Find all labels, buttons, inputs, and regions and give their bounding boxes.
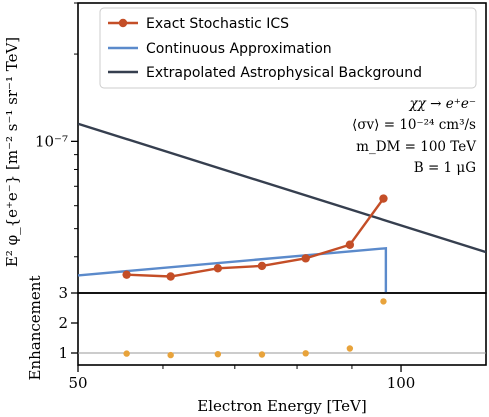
ratio-panel: 1 2 3 50 100 Enhancement Electron Energy [T… <box>26 276 486 415</box>
annotation-cross-section: ⟨σv⟩ = 10⁻²⁴ cm³/s <box>352 117 476 133</box>
annotation-block: χχ → e⁺e⁻ ⟨σv⟩ = 10⁻²⁴ cm³/s m_DM = 100 … <box>352 96 476 176</box>
ratio-y-tick-label: 1 <box>58 344 68 362</box>
ratio-y-tick-label: 2 <box>58 314 68 332</box>
data-point-exact <box>346 241 354 249</box>
x-tick-label: 50 <box>68 374 87 392</box>
ratio-series-group <box>78 298 486 358</box>
main-y-ticks: 10⁻⁷ <box>35 3 78 293</box>
annotation-field: B = 1 μG <box>414 160 476 176</box>
data-point-enhancement <box>123 350 129 356</box>
data-point-exact <box>302 254 310 262</box>
data-point-enhancement <box>347 345 353 351</box>
legend: Exact Stochastic ICS Continuous Approxim… <box>100 8 476 88</box>
data-point-enhancement <box>167 352 173 358</box>
ratio-y-tick-label: 3 <box>58 284 68 302</box>
data-point-exact <box>258 262 266 270</box>
x-ticks: 50 100 <box>68 365 415 392</box>
data-point-enhancement <box>259 351 265 357</box>
data-point-exact <box>166 272 174 280</box>
annotation-mass: m_DM = 100 TeV <box>356 139 476 155</box>
data-point-exact <box>214 264 222 272</box>
data-point-exact <box>122 270 130 278</box>
x-tick-label: 100 <box>387 374 416 392</box>
legend-label-exact: Exact Stochastic ICS <box>146 16 289 32</box>
legend-label-background: Extrapolated Astrophysical Background <box>146 65 422 81</box>
data-point-enhancement <box>215 351 221 357</box>
annotation-process: χχ → e⁺e⁻ <box>409 96 477 112</box>
ratio-y-ticks: 1 2 3 <box>58 284 78 362</box>
series-line-continuous <box>78 248 386 293</box>
ratio-panel-frame <box>78 293 486 365</box>
ratio-ylabel: Enhancement <box>26 276 44 381</box>
y-tick-label: 10⁻⁷ <box>35 132 68 150</box>
legend-marker-exact <box>119 19 127 27</box>
legend-label-continuous: Continuous Approximation <box>146 41 332 57</box>
data-point-exact <box>379 194 387 202</box>
data-point-enhancement <box>303 350 309 356</box>
data-point-enhancement <box>380 298 386 304</box>
x-axis-label: Electron Energy [TeV] <box>197 397 366 415</box>
series-line-exact <box>127 199 384 277</box>
legend-entry-background: Extrapolated Astrophysical Background <box>108 65 422 81</box>
main-panel: 10⁻⁷ E² φ_{e⁺e⁻} [m⁻² s⁻¹ sr⁻¹ TeV] Exac… <box>3 3 486 293</box>
main-ylabel: E² φ_{e⁺e⁻} [m⁻² s⁻¹ sr⁻¹ TeV] <box>3 37 21 267</box>
